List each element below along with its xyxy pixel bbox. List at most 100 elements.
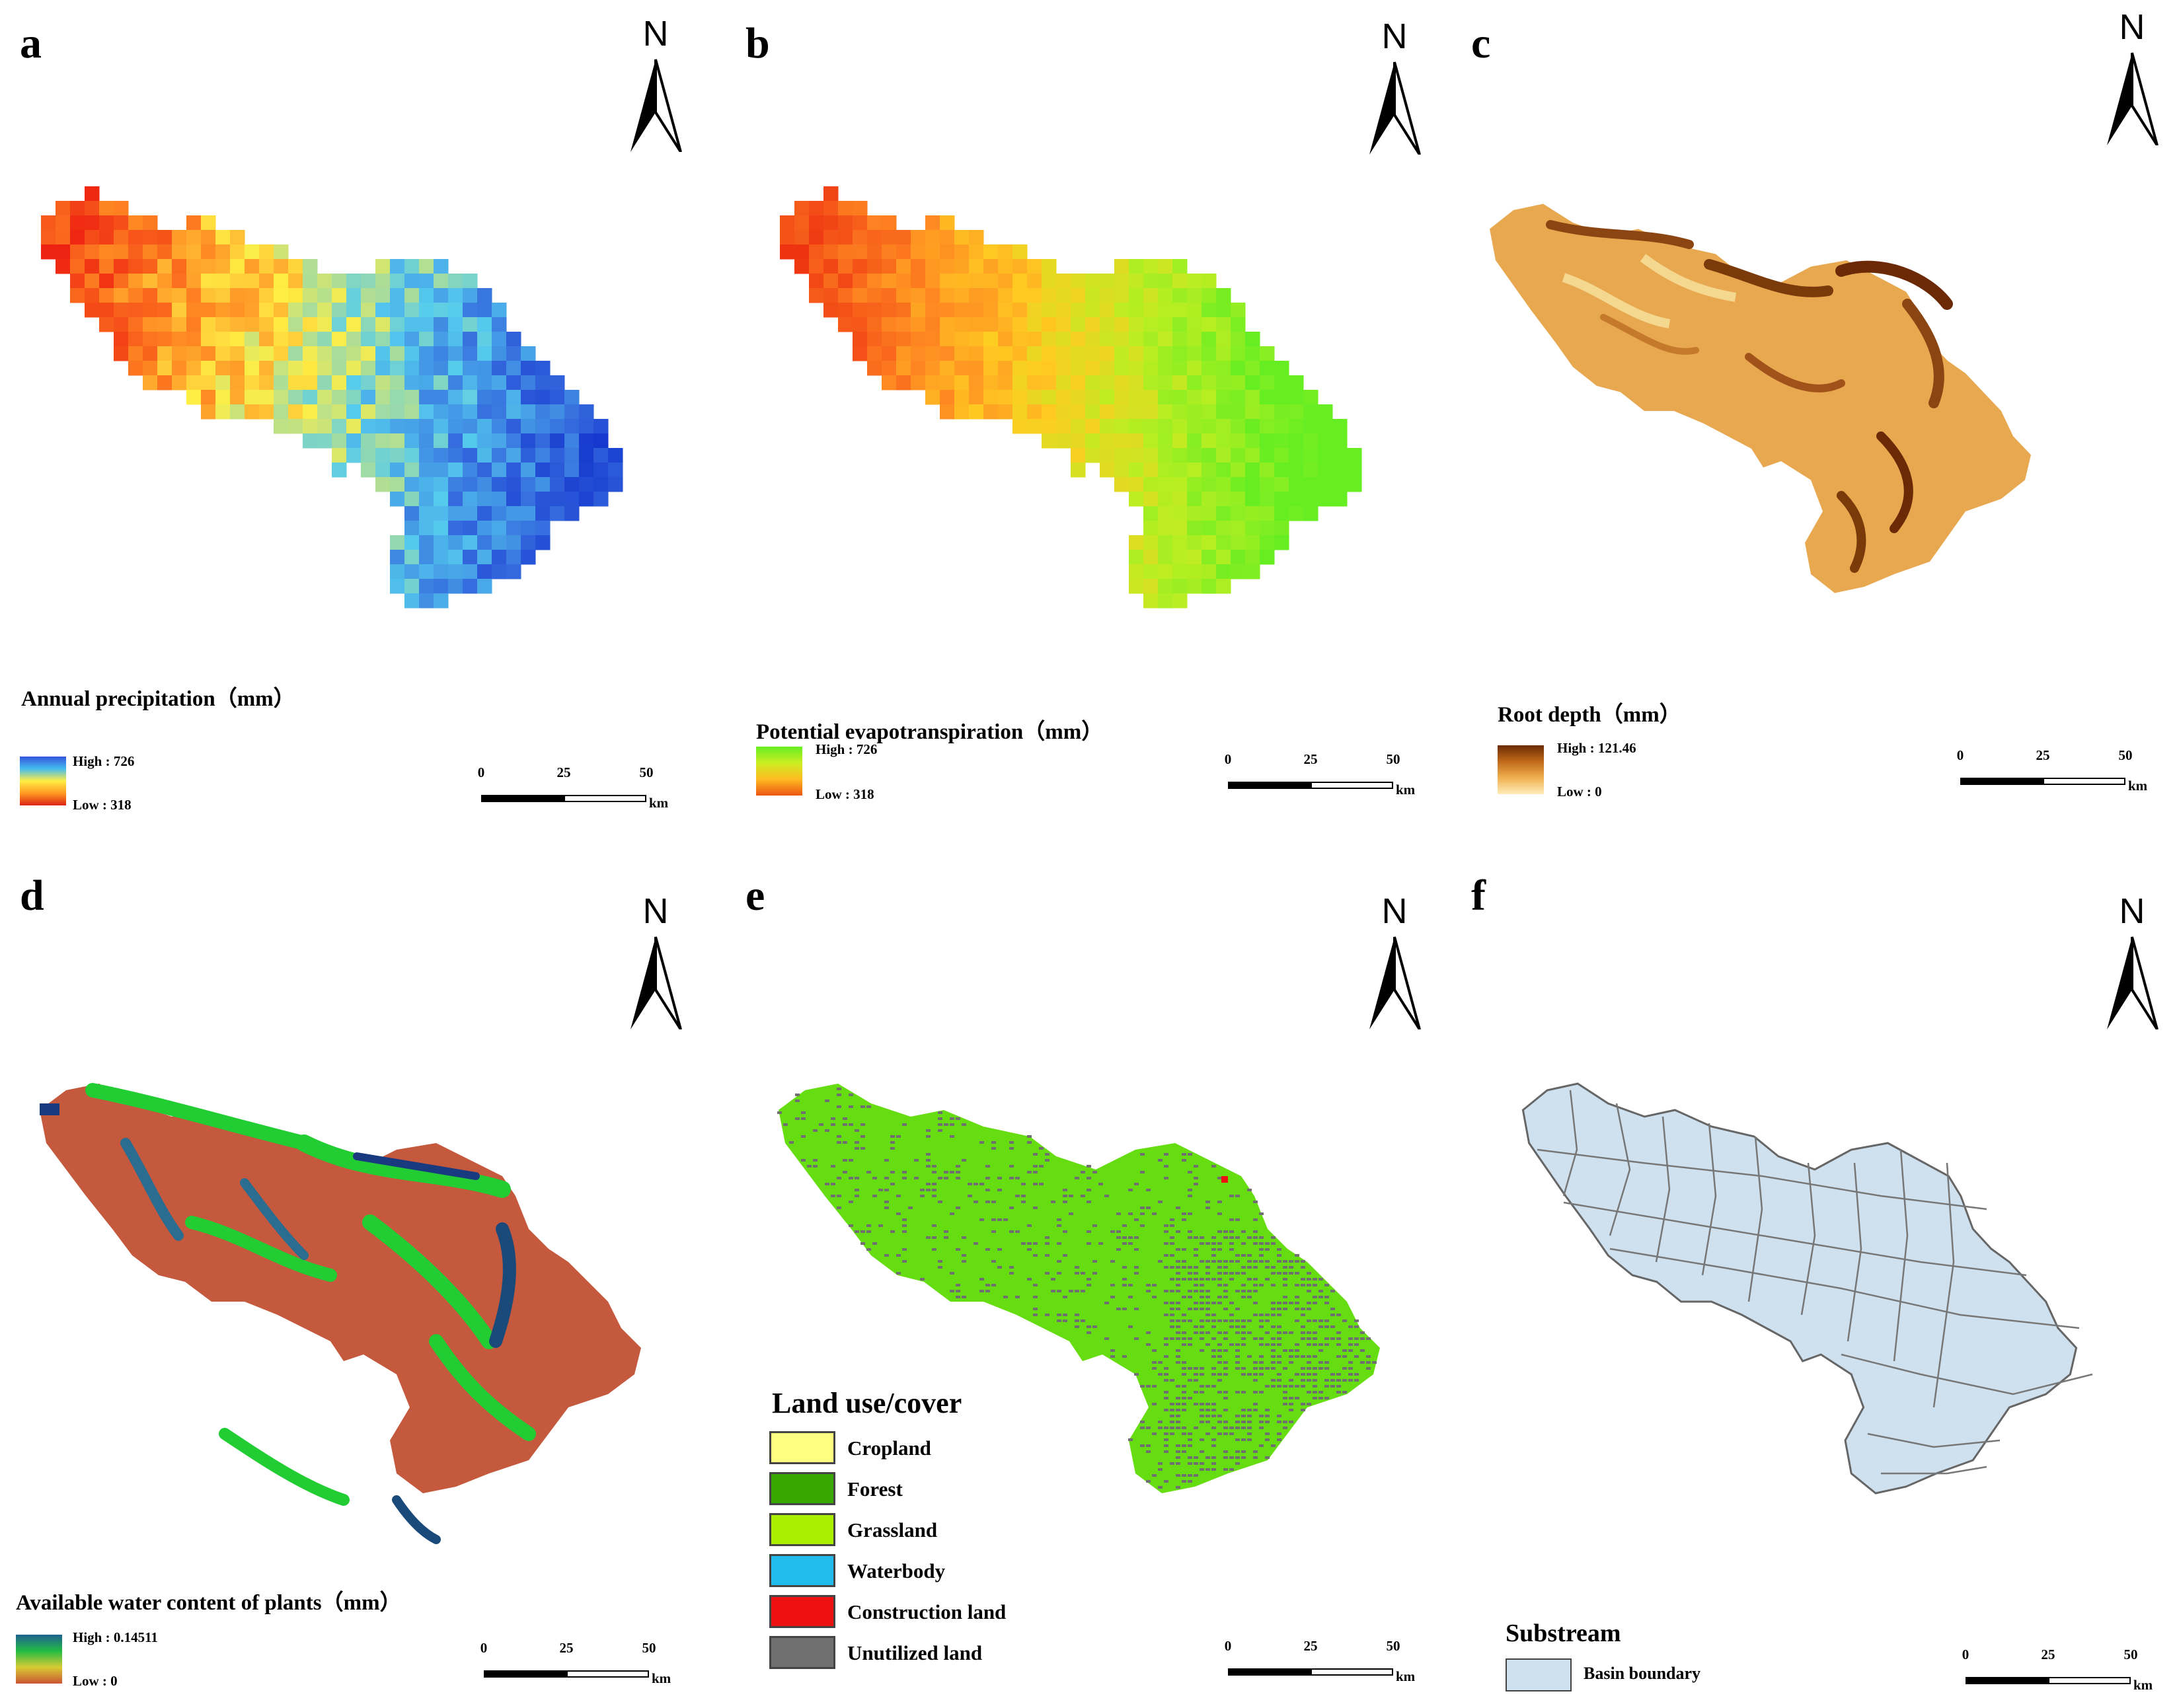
north-letter: N [2119, 7, 2145, 47]
panel-label: a [20, 19, 42, 67]
legend-label: Grassland [847, 1518, 938, 1541]
scale-tick-label: 25 [556, 764, 571, 780]
legend-label: Forest [847, 1477, 903, 1501]
raster-cells [41, 186, 623, 609]
legend-low: Low : 0 [1557, 784, 1602, 799]
legend-gradient [1498, 745, 1544, 794]
scale-tick-label: 0 [1224, 1638, 1232, 1654]
awc-patches [40, 1083, 536, 1544]
scale-unit: km [1396, 1668, 1416, 1684]
scale-segment-black [481, 795, 564, 802]
raster-cells [780, 186, 1362, 609]
legend-high: High : 726 [73, 753, 135, 769]
legend-item: Basin boundary [1506, 1658, 1770, 1693]
panel-b: b N Potential evapotranspiration（mm） Hig… [726, 0, 1451, 852]
scale-tick-label: 50 [639, 764, 654, 780]
north-arrow-icon: N [2099, 891, 2165, 1029]
scale-tick-label: 0 [1962, 1647, 1969, 1662]
scale-tick-label: 50 [1386, 751, 1400, 767]
north-letter: N [2119, 891, 2145, 931]
legend-swatch [769, 1636, 835, 1669]
legend-swatch [769, 1595, 835, 1628]
scale-segment-white [564, 795, 646, 802]
scale-tick-label: 0 [1956, 747, 1964, 763]
scale-segment-black [1960, 778, 2043, 785]
north-arrow-icon: N [2099, 7, 2165, 145]
panel-e: e N Land use/cover Cropland Forest Grassla… [726, 852, 1451, 1705]
legend-item: Cropland [769, 1431, 1100, 1466]
legend-label: Cropland [847, 1436, 931, 1460]
pet-map [780, 186, 1362, 609]
legend-swatch [769, 1431, 835, 1464]
scale-segment-white [1311, 1668, 1393, 1676]
legend-high: High : 121.46 [1557, 740, 1636, 756]
north-letter: N [1381, 17, 1408, 56]
root-depth-features [1546, 220, 1953, 573]
legend-high: High : 726 [816, 741, 878, 757]
scale-unit: km [652, 1670, 671, 1686]
legend-item: Forest [769, 1472, 1100, 1506]
basin-fill [1521, 1082, 2078, 1495]
legend-gradient [756, 747, 802, 796]
north-letter: N [1381, 891, 1408, 931]
basin-fill [1490, 204, 2031, 593]
legend-swatch [769, 1513, 835, 1546]
north-arrow-icon: N [623, 891, 689, 1029]
scale-tick-label: 50 [642, 1640, 656, 1656]
legend-gradient [16, 1635, 62, 1684]
legend-item: Grassland [769, 1513, 1100, 1547]
scale-unit: km [1396, 782, 1416, 798]
panel-label: f [1471, 872, 1486, 920]
scale-tick-label: 0 [480, 1640, 488, 1656]
precipitation-map [41, 186, 623, 609]
legend-title: Potential evapotranspiration（mm） [756, 720, 1104, 744]
scale-tick-label: 0 [477, 764, 485, 780]
scale-tick-label: 50 [2123, 1647, 2138, 1662]
north-arrow-icon: N [623, 13, 689, 152]
legend-low: Low : 318 [816, 786, 874, 802]
scale-segment-white [566, 1670, 649, 1678]
legend-label: Basin boundary [1584, 1664, 1701, 1683]
basin-fill [779, 1084, 1380, 1493]
scale-unit: km [649, 795, 669, 811]
legend-swatch [1506, 1658, 1572, 1691]
legend-gradient [20, 757, 66, 805]
north-letter: N [642, 891, 669, 931]
panel-label: d [20, 872, 44, 920]
legend-title: Annual precipitation（mm） [21, 687, 295, 711]
awc-map [40, 1083, 641, 1544]
panel-d: d N Available water content of plants（mm… [0, 852, 726, 1705]
legend-title: Land use/cover [772, 1387, 962, 1419]
panel-f: f N Substream Basin boundary 0 25 50 km [1451, 852, 2177, 1705]
legend-swatch [769, 1554, 835, 1587]
panel-label: c [1471, 19, 1491, 67]
panel-c: c N Root depth（mm） High : 121.46 Low : 0… [1451, 0, 2177, 852]
legend-high: High : 0.14511 [73, 1629, 158, 1645]
scale-tick-label: 25 [1303, 1638, 1318, 1654]
legend-title: Root depth（mm） [1498, 703, 1681, 727]
construction-land-patch [1221, 1176, 1228, 1183]
scale-tick-label: 25 [559, 1640, 574, 1656]
scale-segment-black [1228, 782, 1311, 789]
scale-unit: km [2128, 778, 2148, 794]
scale-tick-label: 25 [1303, 751, 1318, 767]
legend-item: Waterbody [769, 1554, 1100, 1588]
legend-label: Waterbody [847, 1559, 946, 1582]
legend-title: Substream [1506, 1619, 1621, 1647]
scale-unit: km [2133, 1677, 2153, 1693]
landuse-map [777, 1084, 1380, 1493]
north-letter: N [642, 14, 669, 54]
scale-tick-label: 50 [1386, 1638, 1400, 1654]
panel-a: a N Annual precipitation（mm） High : 726 … [0, 0, 726, 852]
legend-item: Construction land [769, 1595, 1100, 1629]
scale-tick-label: 50 [2118, 747, 2133, 763]
legend-label: Construction land [847, 1600, 1007, 1623]
unutilized-land-cells [777, 1088, 1377, 1489]
panel-label: b [745, 19, 770, 67]
subbasin-boundaries [1537, 1090, 2093, 1475]
basin-map [1521, 1082, 2093, 1495]
scale-segment-black [1966, 1677, 2048, 1684]
scale-segment-white [1311, 782, 1393, 789]
legend-label: Unutilized land [847, 1641, 983, 1664]
